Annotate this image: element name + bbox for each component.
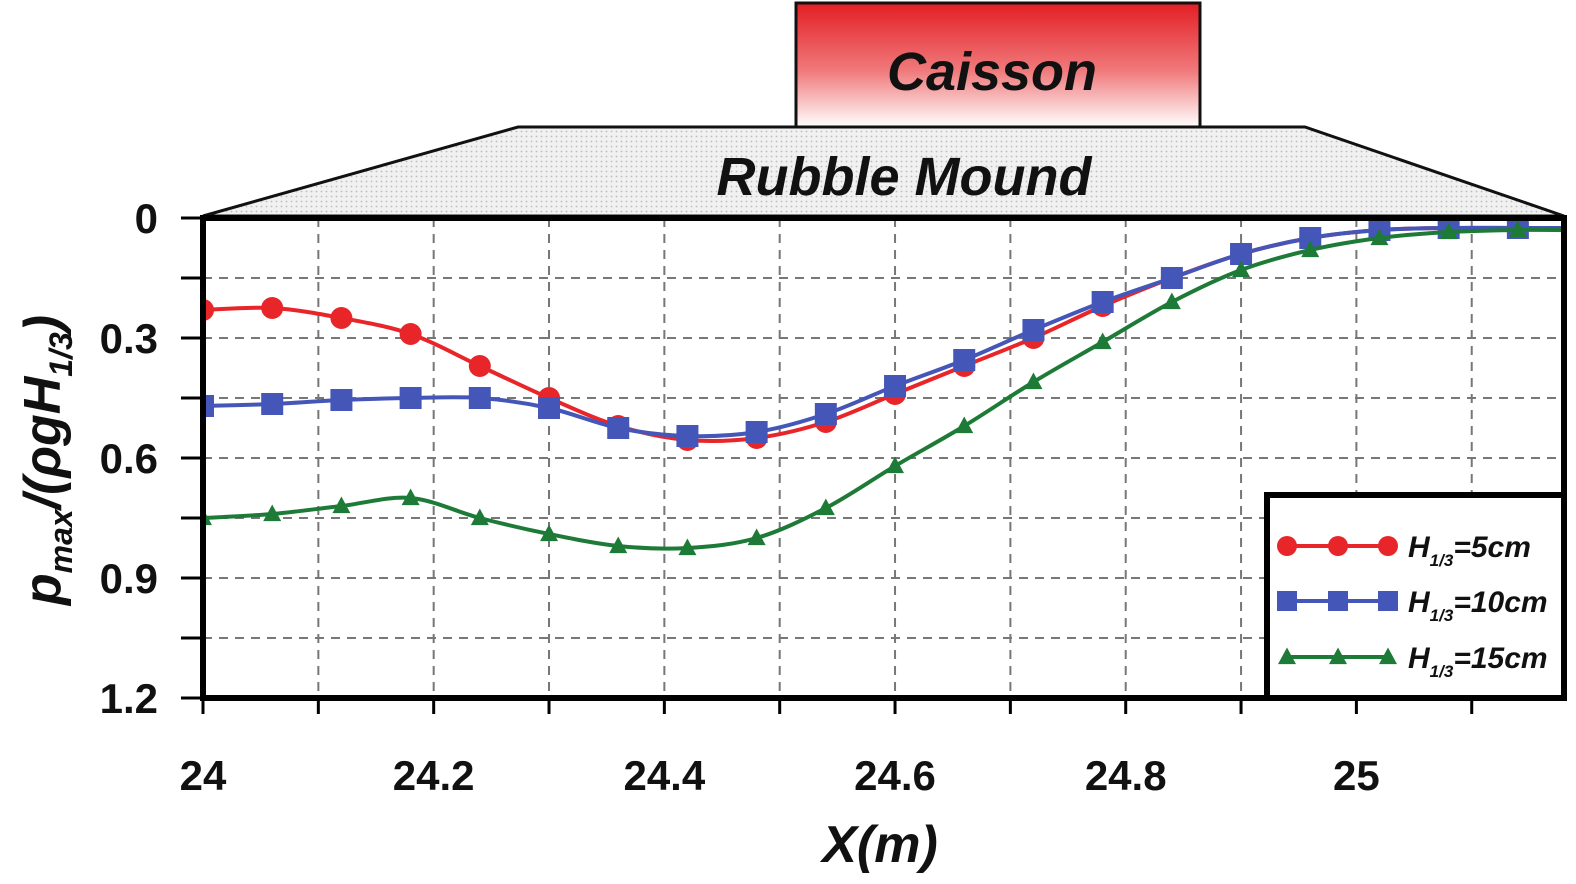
triangle-marker [470,508,489,526]
y-tick-label: 0 [135,195,158,242]
square-marker [745,421,768,443]
legend-circle-marker [1277,536,1297,556]
square-marker [261,393,284,415]
x-tick-label: 24.8 [1085,752,1167,799]
y-axis-label-sub2: 1/3 [43,332,79,377]
x-tick-label: 24.4 [623,752,705,799]
legend-label: H1/3=10cm [1408,586,1548,625]
square-marker [1022,319,1045,341]
y-tick-label: 0.6 [100,435,158,482]
square-marker [607,417,630,439]
series-layer [203,218,1564,556]
series-circle [203,218,1564,451]
triangle-marker [401,488,420,506]
y-tick-label: 0.3 [100,315,158,362]
legend-square-marker [1277,591,1297,611]
legend-triangle-marker [1278,647,1296,665]
triangle-marker [332,496,351,514]
legend-item: H1/3=15cm [1278,642,1548,681]
square-marker [1091,291,1114,313]
legend-square-marker [1378,591,1398,611]
square-marker [814,403,837,425]
caisson-label: Caisson [887,42,1097,102]
y-axis-label: pmax/(ρgH1/3) [14,315,79,607]
triangle-marker [1439,222,1458,240]
x-tick-label: 24.6 [854,752,936,799]
triangle-marker [1301,240,1320,258]
square-marker [538,397,561,419]
triangle-marker [886,456,905,474]
square-marker [884,375,907,397]
legend-triangle-marker [1379,647,1397,665]
y-axis-label-sub: max [43,508,79,573]
legend: H1/3=5cm H1/3=10cm H1/3=15cm [1264,492,1567,701]
breakwater-structure: Caisson Rubble Mound [202,1,1565,218]
triangle-marker [263,504,282,522]
square-marker [953,349,976,371]
rubble-mound-label: Rubble Mound [717,147,1093,207]
legend-circle-marker [1378,536,1398,556]
caisson-block [794,1,1202,129]
square-marker [1299,227,1322,249]
y-tick-label: 1.2 [100,675,158,722]
x-tick-label: 25 [1333,752,1380,799]
legend-circle-marker [1328,536,1348,556]
square-marker [1160,267,1183,289]
triangle-marker [1232,260,1251,278]
x-axis-ticks: 24 24.2 24.4 24.6 24.8 25 [180,698,1474,799]
series-triangle [203,220,1564,556]
square-marker [1230,243,1253,265]
x-tick-label: 24.2 [393,752,475,799]
triangle-marker [1024,372,1043,390]
legend-label: H1/3=15cm [1408,642,1548,681]
legend-label: H1/3=5cm [1408,531,1531,570]
x-axis-label: X(m) [819,816,938,874]
y-axis-label-mid: /(ρgH [14,375,72,511]
square-marker [399,387,422,409]
triangle-marker [609,536,628,554]
triangle-marker [1508,220,1527,238]
y-axis-label-main: p [14,573,72,607]
triangle-marker [1162,292,1181,310]
triangle-marker [747,528,766,546]
circle-marker [261,297,284,319]
square-marker [468,387,491,409]
circle-marker [330,307,353,329]
y-tick-label: 0.9 [100,555,158,602]
triangle-marker [816,498,835,516]
triangle-marker [1093,332,1112,350]
x-tick-label: 24 [180,752,227,799]
triangle-marker [540,524,559,542]
triangle-marker [955,416,974,434]
square-marker [203,395,214,417]
triangle-marker [1370,228,1389,246]
legend-triangle-marker [1329,647,1347,665]
legend-item: H1/3=5cm [1277,531,1531,570]
circle-marker [468,355,491,377]
legend-box [1264,492,1567,701]
y-axis-ticks: 0 0.3 0.6 0.9 1.2 [100,195,203,722]
triangle-marker [678,538,697,556]
legend-square-marker [1328,591,1348,611]
square-marker [330,389,353,411]
circle-marker [399,323,422,345]
y-axis-label-end: ) [14,315,72,337]
series-square [203,218,1564,447]
square-marker [676,425,699,447]
legend-item: H1/3=10cm [1277,586,1548,625]
